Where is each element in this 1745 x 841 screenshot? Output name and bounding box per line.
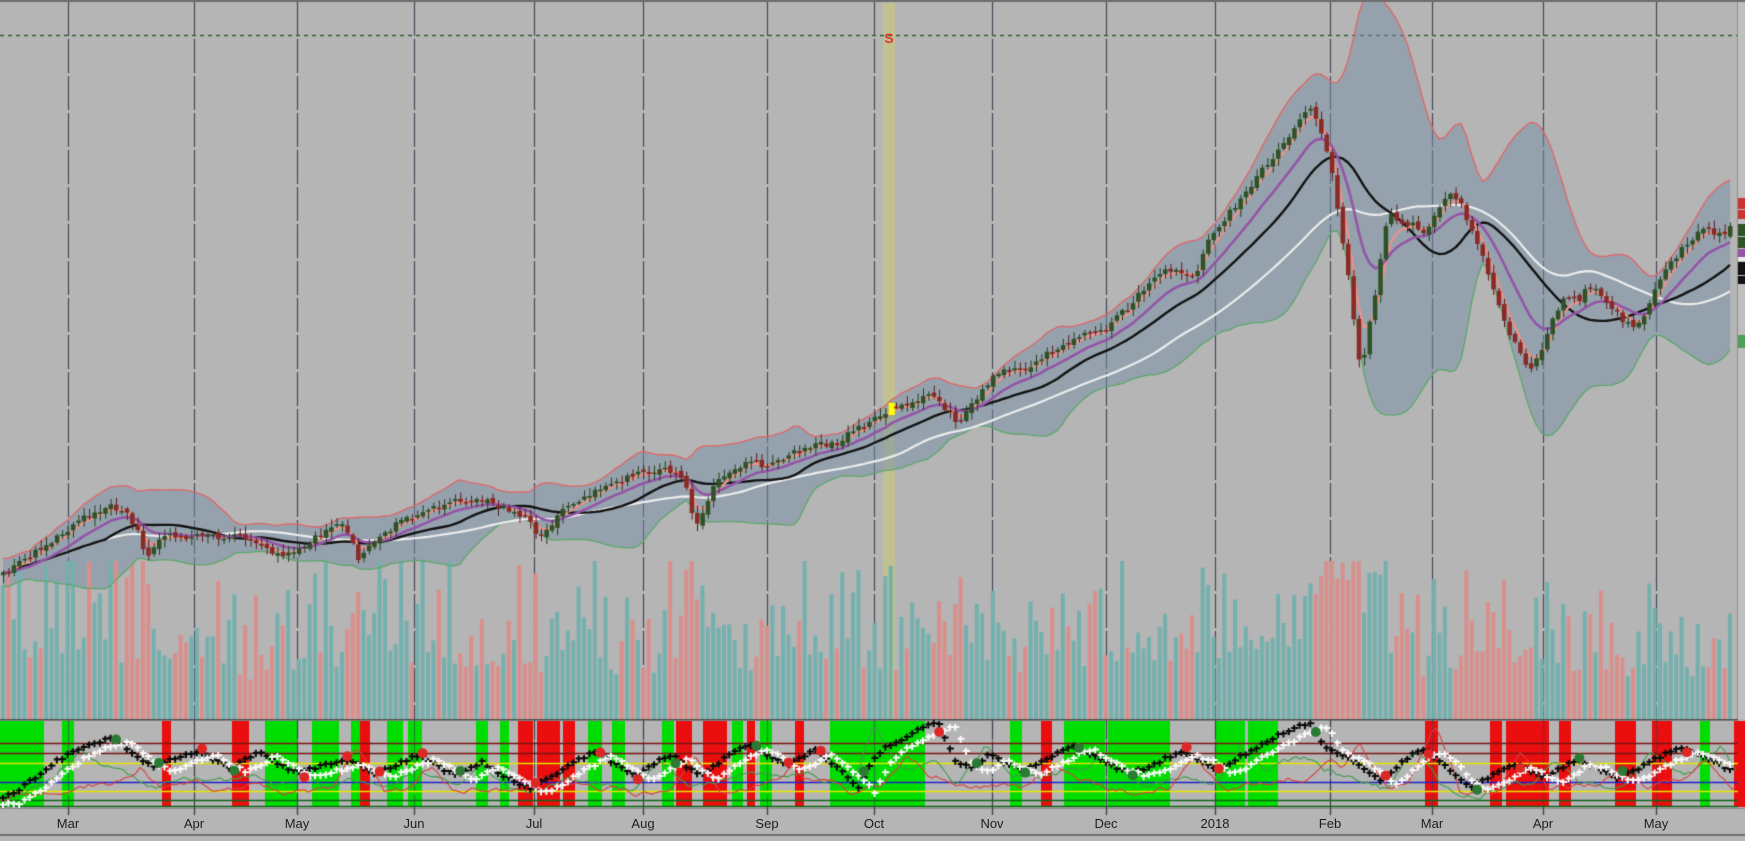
sell-signal-marker: S [884, 30, 894, 46]
